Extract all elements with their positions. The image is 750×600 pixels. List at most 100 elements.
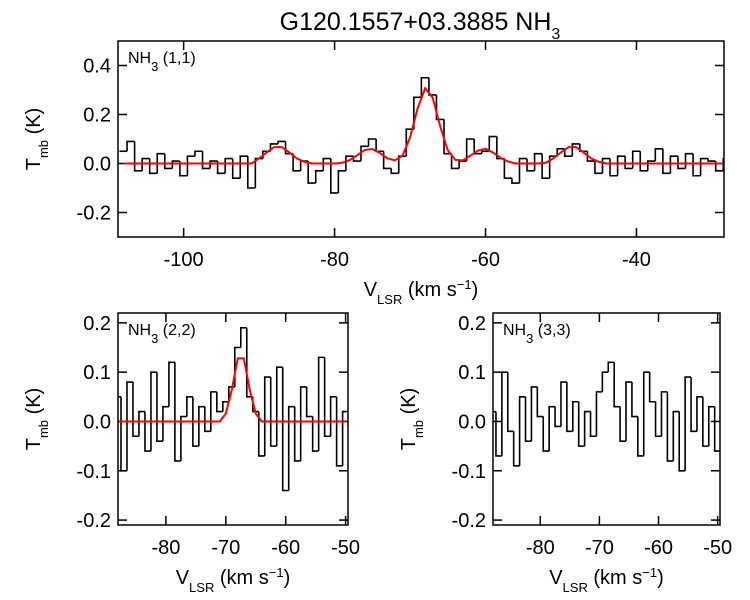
spectrum-channel — [210, 391, 217, 432]
y-tick-label: 0.2 — [83, 105, 111, 127]
plot-area — [119, 76, 724, 194]
fit-line — [118, 357, 346, 423]
spectrum-channel — [696, 396, 703, 432]
spectrum-channel — [287, 405, 295, 491]
x-tick-label: -50 — [331, 537, 360, 559]
spectrum-channel — [595, 391, 603, 437]
label-subscript: mb — [36, 420, 51, 438]
spectrum-channel — [684, 376, 692, 471]
spectrum-channel — [572, 400, 579, 432]
y-tick-label: -0.2 — [77, 510, 111, 532]
spectrum-channel — [314, 170, 324, 184]
spectrum-channel — [518, 396, 526, 466]
label-subscript: LSR — [189, 580, 214, 595]
x-tick-label: -70 — [211, 537, 240, 559]
label-subscript: 3 — [151, 59, 158, 74]
label-subscript: 3 — [151, 331, 158, 346]
y-tick-label: -0.1 — [77, 461, 111, 483]
figure-title: G120.1557+03.3885 NH3 — [280, 8, 561, 43]
label-text: V — [549, 567, 563, 589]
spectrum-channel — [654, 401, 662, 438]
spectrum-channel — [648, 372, 656, 403]
spectrum-channel — [465, 138, 475, 162]
spectrum-channel — [186, 396, 193, 417]
spectrum-channel — [699, 157, 709, 176]
label-text: NH — [128, 50, 151, 67]
spectrum-channel — [512, 431, 520, 467]
label-suffix: (km s — [402, 279, 456, 301]
x-tick-label: -70 — [585, 537, 614, 559]
spectrum-channel — [566, 382, 573, 433]
spectrum-channel — [637, 416, 644, 457]
spectrum-channel — [625, 381, 632, 442]
spectrum-channel — [133, 141, 143, 172]
label-end: ) — [657, 567, 664, 589]
spectrum-channel — [542, 416, 550, 452]
label-suffix: (K) — [23, 388, 45, 420]
spectrum-channel — [707, 405, 715, 447]
spectrum-channel — [186, 155, 195, 176]
y-tick-label: 0.4 — [83, 56, 111, 78]
spectrum-channel — [420, 76, 429, 98]
spectrum-channel — [666, 391, 674, 462]
spectrum-channel — [382, 151, 392, 170]
spectrum-channel — [317, 356, 325, 452]
spectrum-channel — [330, 158, 339, 194]
plot-frame — [117, 40, 725, 238]
spectrum-channel — [150, 371, 157, 452]
spectrum-channel — [690, 377, 697, 433]
spectrum-channel — [209, 160, 218, 169]
label-end: ) — [472, 279, 479, 301]
plot-area — [493, 361, 720, 472]
spectrum-channel — [345, 155, 354, 171]
spectrum-channel — [609, 158, 618, 177]
label-text: NH — [503, 322, 526, 339]
spectrum-channel — [548, 405, 556, 452]
spectrum-channel — [192, 396, 199, 447]
spectrum-channel — [660, 391, 668, 437]
spectrum-channel — [554, 406, 561, 428]
spectrum-channel — [141, 157, 150, 171]
x-tick-label: -60 — [271, 537, 300, 559]
spectrum-channel — [335, 396, 343, 467]
spectrum-channel — [367, 138, 377, 147]
spectrum-channel — [293, 406, 301, 462]
y-axis-label: Tmb (K) — [23, 388, 51, 451]
spectrum-channel — [672, 410, 680, 461]
spectrum-channel — [646, 160, 656, 171]
spectrum-channel — [138, 410, 145, 437]
spectrum-channel — [171, 160, 180, 169]
spectrum-channel — [571, 143, 580, 157]
x-tick-label: -60 — [471, 249, 500, 271]
spectrum-channel — [239, 326, 247, 348]
spectrum-channel — [594, 161, 603, 175]
spectrum-channel — [677, 156, 686, 170]
spectrum-channel — [642, 371, 650, 456]
spectrum-channel — [307, 161, 316, 184]
spectrum-channel — [162, 405, 169, 442]
spectrum-channel — [536, 386, 544, 418]
x-axis-label: VLSR (km s−1) — [364, 277, 479, 307]
x-tick-label: -50 — [703, 537, 732, 559]
label-subscript: mb — [36, 140, 51, 158]
y-tick-label: 0.0 — [83, 154, 111, 176]
spectrum-channel — [533, 152, 543, 171]
fit-line — [123, 86, 724, 165]
spectrum-channel — [577, 401, 585, 447]
spectrum-channel — [132, 382, 139, 438]
spectrum-channel — [669, 155, 678, 174]
label-end: ) — [284, 567, 291, 589]
spectrum-channel — [613, 362, 621, 408]
spectrum-channel — [275, 366, 283, 447]
spectrum-channel — [254, 157, 263, 188]
spectrum-channel — [216, 161, 226, 175]
spectrum-channel — [530, 386, 538, 442]
spectrum-channel — [413, 96, 422, 130]
spectrum-channel — [624, 156, 633, 170]
spectrum-channel — [506, 372, 514, 433]
spectrum-channel — [601, 371, 609, 392]
y-tick-label: 0.1 — [458, 362, 486, 384]
spectrum-channel — [443, 119, 452, 155]
spectrum-channel — [678, 411, 686, 472]
plot-area — [118, 326, 348, 492]
